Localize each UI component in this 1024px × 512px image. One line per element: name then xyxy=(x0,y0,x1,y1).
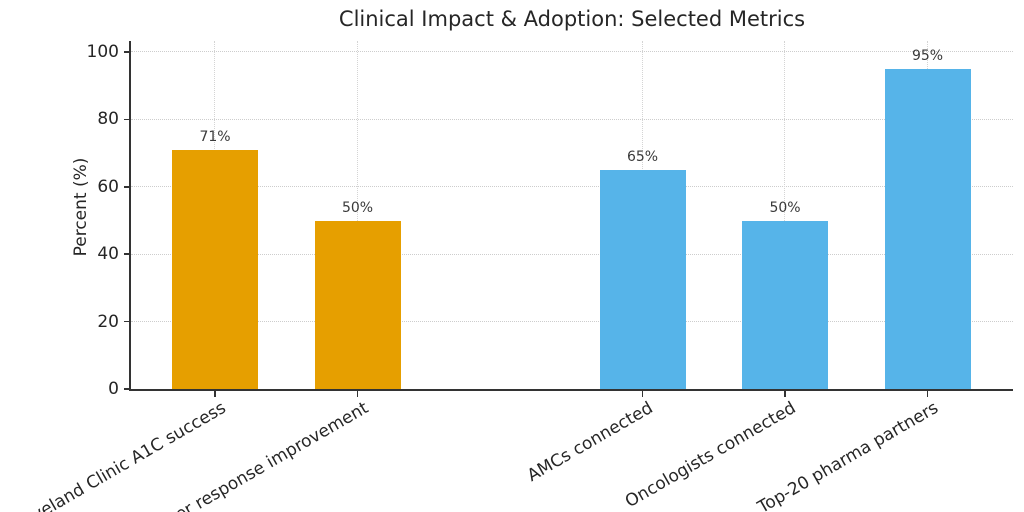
gridline-horizontal xyxy=(131,320,1013,322)
x-tick-label: Cancer response improvement xyxy=(134,398,372,512)
gridline-horizontal xyxy=(131,118,1013,120)
bar-value-label: 50% xyxy=(769,199,801,216)
x-tick-mark xyxy=(784,390,786,397)
x-tick-mark xyxy=(926,390,929,397)
x-axis-spine xyxy=(129,389,1013,391)
y-tick-label: 80 xyxy=(97,109,119,130)
gridline-vertical xyxy=(356,41,358,389)
y-tick-mark xyxy=(124,388,130,390)
bar-oncologists-connected xyxy=(742,220,828,389)
gridline-horizontal xyxy=(131,51,1013,53)
y-tick-label: 100 xyxy=(86,42,119,62)
bar-value-label: 65% xyxy=(626,148,659,165)
gridline-horizontal xyxy=(131,253,1013,255)
y-axis-spine xyxy=(129,41,132,391)
x-tick-mark xyxy=(214,390,216,397)
y-tick-mark xyxy=(124,253,130,255)
x-tick-mark xyxy=(641,390,644,397)
bar-value-label: 71% xyxy=(199,128,231,145)
x-tick-label: AMCs connected xyxy=(523,398,657,487)
y-tick-label: 0 xyxy=(108,379,119,399)
bar-value-label: 50% xyxy=(341,199,374,216)
y-tick-mark xyxy=(124,51,130,53)
bar-cancer-response-improvement xyxy=(314,220,401,389)
bar-cleveland-clinic-a1c-success xyxy=(172,149,258,389)
y-tick-mark xyxy=(124,186,130,188)
y-tick-label: 40 xyxy=(97,244,119,265)
y-tick-mark xyxy=(124,320,130,323)
gridline-vertical xyxy=(784,41,786,389)
chart-title: Clinical Impact & Adoption: Selected Met… xyxy=(338,7,806,31)
y-tick-mark xyxy=(124,118,130,121)
bar-amcs-connected xyxy=(599,169,686,389)
bar-value-label: 95% xyxy=(911,47,944,64)
y-tick-label: 20 xyxy=(97,311,119,332)
y-tick-label: 60 xyxy=(97,176,119,197)
x-tick-mark xyxy=(356,390,359,397)
y-axis-label: Percent (%) xyxy=(71,157,91,257)
gridline-horizontal xyxy=(131,186,1013,188)
bar-top-20-pharma-partners xyxy=(884,68,971,389)
